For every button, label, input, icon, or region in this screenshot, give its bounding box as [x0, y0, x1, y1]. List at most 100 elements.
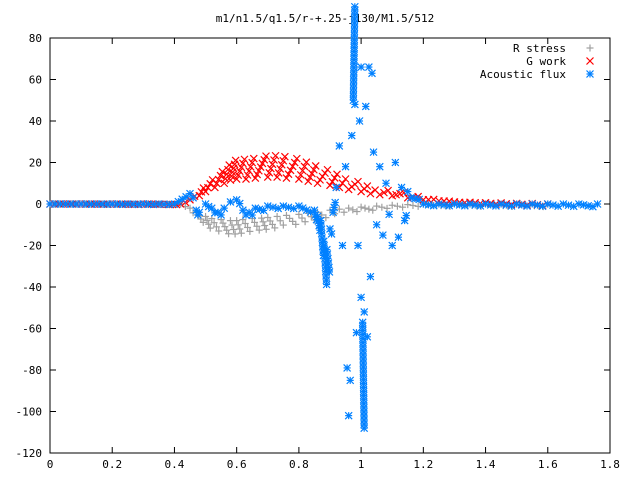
data-point [326, 224, 334, 233]
data-point [394, 233, 403, 242]
data-point [365, 205, 373, 213]
data-point [502, 201, 511, 209]
data-marks [46, 2, 602, 433]
data-point [282, 174, 291, 182]
data-point [393, 202, 401, 210]
x-tick-label: 1.6 [538, 458, 558, 471]
data-point [384, 186, 392, 195]
data-point [404, 201, 412, 209]
data-point [223, 226, 231, 234]
data-point [340, 208, 348, 216]
data-point [237, 229, 245, 237]
data-point [202, 212, 210, 220]
data-point [328, 177, 337, 186]
data-point [341, 162, 350, 171]
data-point [292, 220, 300, 228]
x-tick-label: 1.2 [413, 458, 433, 471]
data-point [226, 198, 235, 206]
x-tick-label: 0.4 [165, 458, 185, 471]
data-point [301, 218, 309, 226]
data-point [263, 173, 272, 181]
data-point [415, 195, 424, 204]
data-point [222, 170, 231, 179]
data-point [322, 280, 331, 289]
data-point [217, 211, 226, 219]
data-point [375, 162, 384, 171]
data-point [388, 241, 397, 250]
data-point [231, 230, 239, 238]
data-point [186, 189, 194, 198]
data-point [380, 188, 388, 197]
y-tick-label: 40 [29, 115, 42, 128]
series-1 [46, 151, 552, 210]
data-point [240, 155, 249, 164]
legend-marker [586, 57, 594, 65]
data-point [335, 205, 343, 213]
data-point [338, 179, 347, 188]
data-point [308, 169, 316, 178]
legend-marker [586, 70, 594, 78]
data-point [255, 226, 263, 234]
data-point [262, 225, 270, 233]
axes: 0 0.2 0.4 0.6 0.8 1 1.2 1.4 1.6 1.8 80 60 40 20 0 -20 -4… [16, 32, 620, 471]
data-point [273, 173, 282, 181]
data-point [244, 223, 252, 231]
data-point [321, 169, 329, 178]
plot-frame [49, 37, 611, 454]
data-point [234, 221, 242, 229]
data-point [206, 224, 214, 232]
data-point [210, 183, 219, 192]
data-point [207, 204, 216, 213]
data-point [329, 208, 338, 217]
data-point [331, 198, 340, 207]
y-tick-label: -40 [22, 281, 42, 294]
y-tick-label: -20 [22, 240, 42, 253]
data-point [355, 117, 364, 125]
data-point [242, 175, 250, 184]
data-point [270, 156, 278, 164]
data-point [239, 216, 247, 224]
data-point [429, 201, 438, 210]
legend-label: R stress [513, 42, 566, 55]
data-point [350, 2, 359, 11]
data-point [221, 174, 230, 183]
data-point [341, 175, 350, 183]
data-point [216, 171, 225, 180]
data-point [230, 226, 238, 234]
data-point [350, 100, 359, 109]
data-point [378, 231, 387, 240]
data-point [399, 203, 407, 211]
data-point [294, 175, 303, 184]
data-point [579, 200, 588, 209]
data-point [262, 152, 270, 161]
data-point [593, 200, 602, 208]
data-point [460, 201, 469, 210]
data-point [360, 424, 369, 433]
data-point [373, 202, 381, 210]
data-point [330, 174, 339, 182]
data-point [249, 154, 258, 163]
data-point [352, 328, 361, 337]
data-point [357, 293, 366, 302]
data-point [286, 166, 295, 175]
data-point [302, 158, 311, 167]
x-tick-label: 1.4 [476, 458, 496, 471]
y-tick-label: -100 [16, 406, 43, 419]
data-point [220, 179, 229, 188]
data-point [378, 203, 386, 211]
data-point [353, 208, 361, 216]
data-point [363, 182, 372, 190]
data-point [236, 225, 244, 233]
data-point [326, 181, 334, 190]
data-point [276, 217, 284, 225]
data-point [318, 172, 327, 181]
data-point [212, 179, 221, 188]
data-point [363, 332, 372, 341]
data-point [304, 177, 313, 186]
data-point [284, 170, 293, 179]
data-point [361, 102, 370, 111]
data-point [279, 202, 288, 210]
data-point [219, 219, 227, 227]
data-point [210, 219, 218, 227]
